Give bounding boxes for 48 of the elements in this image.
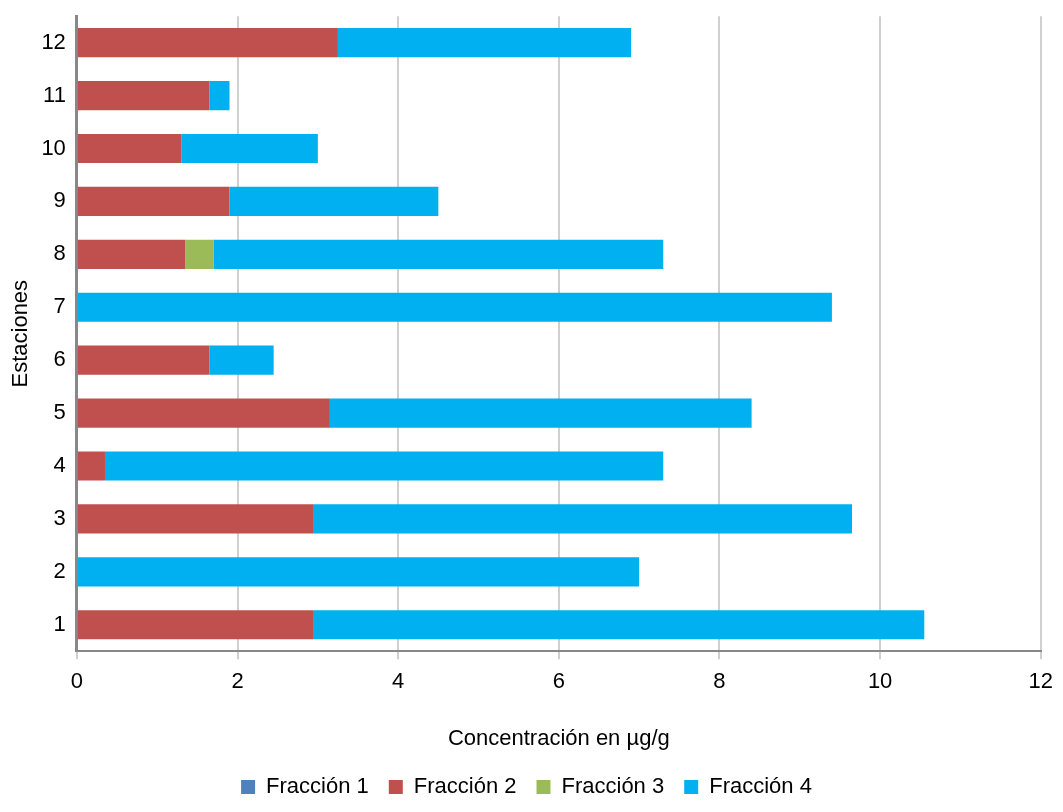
x-tick-label: 2 (231, 668, 244, 694)
bar (329, 398, 752, 428)
x-axis-title: Concentración en µg/g (447, 724, 670, 750)
bar (77, 186, 230, 216)
bar (77, 292, 832, 322)
bar (77, 28, 338, 58)
bar (229, 186, 439, 216)
bar (77, 81, 210, 111)
bar (77, 345, 210, 375)
y-tick-label: 3 (53, 504, 66, 530)
bar (313, 504, 852, 534)
y-tick-label: 4 (53, 452, 66, 478)
y-tick-label: 1 (53, 610, 66, 636)
bar (185, 239, 214, 269)
x-tick-label: 10 (867, 668, 893, 694)
x-tick-label: 6 (552, 668, 565, 694)
y-tick-label: 6 (53, 346, 66, 372)
bar (104, 451, 664, 481)
bar (77, 398, 330, 428)
legend-label: Fracción 2 (413, 773, 517, 799)
y-tick-label: 5 (53, 399, 66, 425)
y-tick-label: 7 (53, 293, 66, 319)
y-tick-label: 10 (41, 134, 66, 160)
y-axis-title: Estaciones (7, 279, 33, 388)
legend-label: Fracción 4 (709, 773, 812, 799)
x-tick-label: 12 (1028, 668, 1054, 694)
y-tick-label: 8 (53, 240, 66, 266)
bar (209, 345, 274, 375)
x-tick-label: 0 (70, 668, 83, 694)
x-tick-label: 4 (392, 668, 405, 694)
bar (313, 610, 925, 640)
bar (77, 451, 105, 481)
bar (77, 133, 182, 164)
legend-label: Fracción 1 (266, 773, 369, 799)
bar (77, 504, 314, 534)
y-tick-label: 12 (41, 28, 66, 54)
bar (181, 133, 318, 164)
bar (77, 610, 314, 640)
bar (77, 239, 186, 269)
y-tick-label: 11 (43, 81, 66, 107)
bar (77, 557, 640, 587)
y-tick-label: 9 (53, 187, 66, 213)
bar (213, 239, 664, 269)
bar (209, 81, 230, 111)
bar (337, 28, 632, 58)
y-tick-label: 2 (53, 557, 66, 583)
x-tick-label: 8 (713, 668, 726, 694)
legend-label: Fracción 3 (561, 773, 665, 799)
